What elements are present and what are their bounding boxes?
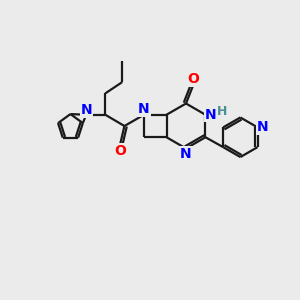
- Text: N: N: [205, 108, 217, 122]
- Text: N: N: [180, 147, 192, 161]
- Text: H: H: [217, 105, 227, 118]
- Text: N: N: [138, 102, 150, 116]
- Text: N: N: [80, 103, 92, 117]
- Text: O: O: [114, 144, 126, 158]
- Text: O: O: [188, 72, 200, 86]
- Text: N: N: [257, 120, 269, 134]
